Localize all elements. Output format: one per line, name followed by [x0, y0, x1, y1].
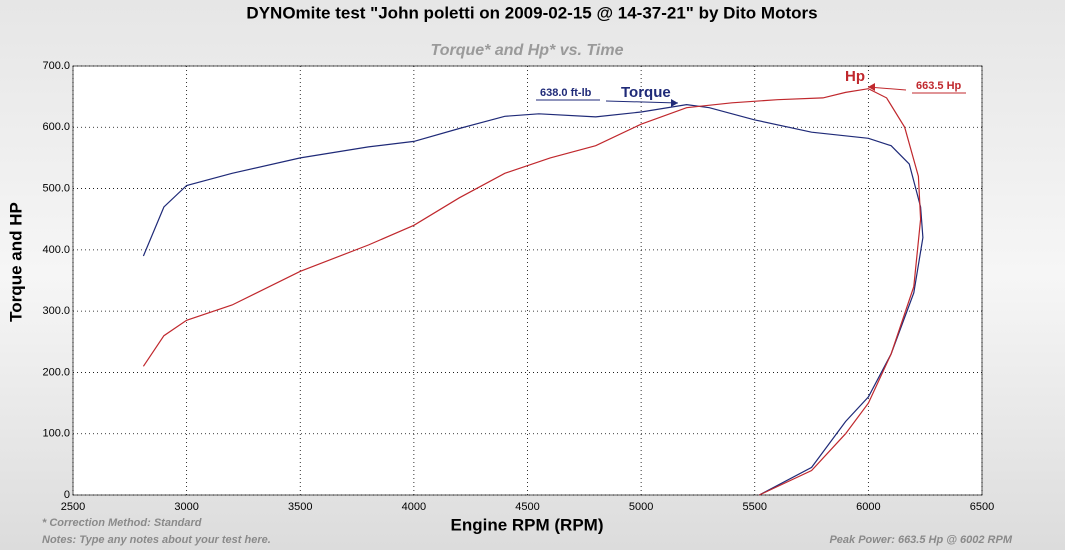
y-tick-label: 400.0 — [42, 244, 70, 256]
x-tick-label: 3500 — [288, 501, 312, 513]
x-tick-label: 5000 — [629, 501, 653, 513]
arrow-head — [868, 83, 875, 91]
x-tick-label: 3000 — [174, 501, 198, 513]
note: Notes: Type any notes about your test he… — [42, 534, 271, 546]
x-tick-label: 2500 — [61, 501, 85, 513]
y-tick-label: 100.0 — [42, 428, 70, 440]
x-tick-label: 6500 — [970, 501, 994, 513]
legend-label: Torque — [621, 84, 671, 101]
x-tick-label: 4000 — [402, 501, 426, 513]
chart-title: DYNOmite test "John poletti on 2009-02-1… — [246, 3, 817, 22]
y-tick-label: 500.0 — [42, 182, 70, 194]
annotation: 638.0 ft-lb — [540, 87, 592, 99]
note: * Correction Method: Standard — [42, 517, 202, 529]
x-tick-label: 6000 — [856, 501, 880, 513]
legend-label: Hp — [845, 68, 865, 85]
series-line — [142, 103, 924, 496]
y-tick-label: 200.0 — [42, 366, 70, 378]
x-tick-label: 4500 — [515, 501, 539, 513]
arrow-head — [671, 99, 678, 107]
y-tick-label: 0 — [64, 489, 70, 501]
x-tick-label: 5500 — [743, 501, 767, 513]
y-tick-label: 600.0 — [42, 121, 70, 133]
x-axis-label: Engine RPM (RPM) — [451, 515, 604, 534]
y-tick-label: 700.0 — [42, 60, 70, 72]
annotation: 663.5 Hp — [916, 80, 962, 92]
y-axis-label: Torque and HP — [6, 202, 25, 322]
chart-subtitle: Torque* and Hp* vs. Time — [431, 42, 624, 59]
y-tick-label: 300.0 — [42, 305, 70, 317]
series-line — [142, 88, 922, 496]
annotation-arrow — [605, 100, 679, 104]
note: Peak Power: 663.5 Hp @ 6002 RPM — [829, 534, 1012, 546]
plot-area — [72, 65, 983, 496]
